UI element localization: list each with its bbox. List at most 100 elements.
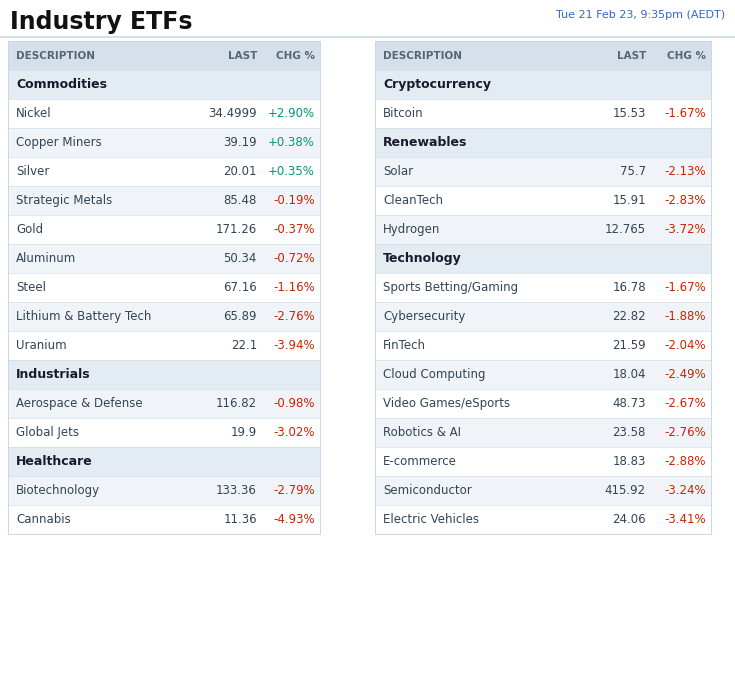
- Text: 34.4999: 34.4999: [209, 107, 257, 120]
- Text: LAST: LAST: [228, 51, 257, 60]
- Text: 39.19: 39.19: [223, 136, 257, 149]
- Bar: [375, 70, 711, 99]
- Bar: [375, 128, 711, 157]
- Text: LAST: LAST: [617, 51, 646, 60]
- Text: Robotics & AI: Robotics & AI: [383, 426, 461, 439]
- Text: CHG %: CHG %: [667, 51, 706, 60]
- Text: 20.01: 20.01: [223, 165, 257, 178]
- Bar: [375, 447, 711, 476]
- Text: -3.02%: -3.02%: [273, 426, 315, 439]
- Text: Biotechnology: Biotechnology: [16, 484, 100, 497]
- Text: -3.41%: -3.41%: [664, 513, 706, 526]
- Bar: [8, 273, 320, 302]
- Bar: [8, 128, 320, 157]
- Text: Aerospace & Defense: Aerospace & Defense: [16, 397, 143, 410]
- Text: 48.73: 48.73: [612, 397, 646, 410]
- Text: Bitcoin: Bitcoin: [383, 107, 423, 120]
- Bar: [8, 70, 320, 99]
- Text: -1.16%: -1.16%: [273, 281, 315, 294]
- Text: 75.7: 75.7: [620, 165, 646, 178]
- Text: Electric Vehicles: Electric Vehicles: [383, 513, 479, 526]
- Text: DESCRIPTION: DESCRIPTION: [383, 51, 462, 60]
- Bar: [8, 331, 320, 360]
- Text: -3.94%: -3.94%: [273, 339, 315, 352]
- Text: Tue 21 Feb 23, 9:35pm (AEDT): Tue 21 Feb 23, 9:35pm (AEDT): [556, 10, 725, 20]
- Bar: [375, 476, 711, 505]
- Text: Healthcare: Healthcare: [16, 455, 93, 468]
- Bar: [8, 215, 320, 244]
- Bar: [375, 302, 711, 331]
- Text: 16.78: 16.78: [612, 281, 646, 294]
- Bar: [375, 244, 711, 273]
- Text: -1.88%: -1.88%: [664, 310, 706, 323]
- Text: -2.76%: -2.76%: [273, 310, 315, 323]
- Text: -0.19%: -0.19%: [273, 194, 315, 207]
- Text: Industrials: Industrials: [16, 368, 90, 381]
- Bar: [375, 418, 711, 447]
- Text: Cryptocurrency: Cryptocurrency: [383, 78, 491, 91]
- Bar: [8, 244, 320, 273]
- Text: 18.83: 18.83: [613, 455, 646, 468]
- Bar: [8, 476, 320, 505]
- Text: Nickel: Nickel: [16, 107, 51, 120]
- Bar: [8, 505, 320, 534]
- Text: Video Games/eSports: Video Games/eSports: [383, 397, 510, 410]
- Bar: [375, 505, 711, 534]
- Text: +2.90%: +2.90%: [268, 107, 315, 120]
- Text: 415.92: 415.92: [605, 484, 646, 497]
- Text: -3.72%: -3.72%: [664, 223, 706, 236]
- Text: -2.04%: -2.04%: [664, 339, 706, 352]
- Text: -1.67%: -1.67%: [664, 281, 706, 294]
- Text: Cannabis: Cannabis: [16, 513, 71, 526]
- Text: -1.67%: -1.67%: [664, 107, 706, 120]
- Text: CleanTech: CleanTech: [383, 194, 443, 207]
- Text: Global Jets: Global Jets: [16, 426, 79, 439]
- Text: 85.48: 85.48: [223, 194, 257, 207]
- Text: CHG %: CHG %: [276, 51, 315, 60]
- Text: 171.26: 171.26: [216, 223, 257, 236]
- Text: Hydrogen: Hydrogen: [383, 223, 440, 236]
- Text: -4.93%: -4.93%: [273, 513, 315, 526]
- Text: -2.67%: -2.67%: [664, 397, 706, 410]
- Text: Silver: Silver: [16, 165, 49, 178]
- Text: -0.98%: -0.98%: [273, 397, 315, 410]
- Text: -2.83%: -2.83%: [664, 194, 706, 207]
- Bar: [375, 360, 711, 389]
- Bar: [8, 41, 320, 70]
- Bar: [375, 99, 711, 128]
- Text: Uranium: Uranium: [16, 339, 67, 352]
- Text: 65.89: 65.89: [223, 310, 257, 323]
- Text: 50.34: 50.34: [223, 252, 257, 265]
- Text: -2.79%: -2.79%: [273, 484, 315, 497]
- Text: 116.82: 116.82: [216, 397, 257, 410]
- Text: 19.9: 19.9: [231, 426, 257, 439]
- Bar: [375, 186, 711, 215]
- Text: -2.49%: -2.49%: [664, 368, 706, 381]
- Text: -2.76%: -2.76%: [664, 426, 706, 439]
- Text: 22.1: 22.1: [231, 339, 257, 352]
- Bar: [8, 99, 320, 128]
- Bar: [375, 41, 711, 70]
- Bar: [8, 418, 320, 447]
- Text: Lithium & Battery Tech: Lithium & Battery Tech: [16, 310, 151, 323]
- Text: 22.82: 22.82: [612, 310, 646, 323]
- Text: FinTech: FinTech: [383, 339, 426, 352]
- Text: 21.59: 21.59: [612, 339, 646, 352]
- Text: -3.24%: -3.24%: [664, 484, 706, 497]
- Text: 24.06: 24.06: [612, 513, 646, 526]
- Text: 15.53: 15.53: [613, 107, 646, 120]
- Text: 133.36: 133.36: [216, 484, 257, 497]
- Bar: [375, 215, 711, 244]
- Text: E-commerce: E-commerce: [383, 455, 457, 468]
- Text: Semiconductor: Semiconductor: [383, 484, 472, 497]
- Text: DESCRIPTION: DESCRIPTION: [16, 51, 95, 60]
- Bar: [8, 389, 320, 418]
- Text: Renewables: Renewables: [383, 136, 467, 149]
- Text: -0.72%: -0.72%: [273, 252, 315, 265]
- Text: Sports Betting/Gaming: Sports Betting/Gaming: [383, 281, 518, 294]
- Text: 12.765: 12.765: [605, 223, 646, 236]
- Text: Cloud Computing: Cloud Computing: [383, 368, 486, 381]
- Bar: [8, 186, 320, 215]
- Text: Aluminum: Aluminum: [16, 252, 76, 265]
- Text: 11.36: 11.36: [223, 513, 257, 526]
